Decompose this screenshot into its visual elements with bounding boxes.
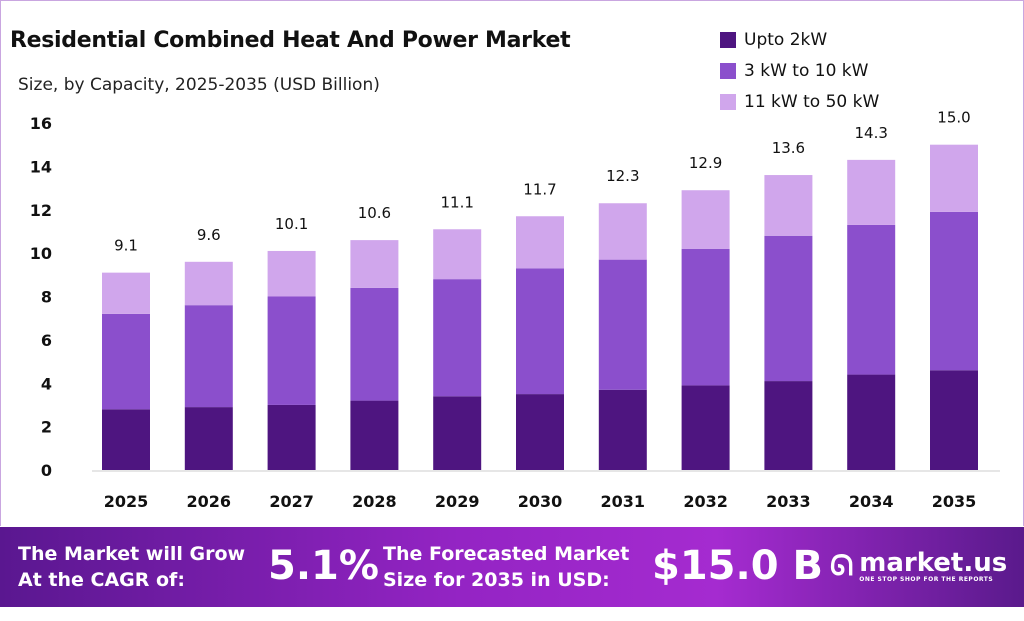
market-us-logo: ᘏ market.us ONE STOP SHOP FOR THE REPORT… bbox=[830, 549, 1007, 583]
bar-segment bbox=[930, 144, 978, 212]
chart-title: Residential Combined Heat And Power Mark… bbox=[10, 28, 571, 53]
bar-segment bbox=[350, 287, 399, 401]
bar-segment bbox=[847, 374, 896, 470]
cagr-label: The Market will Grow At the CAGR of: bbox=[18, 541, 245, 593]
legend-label: 11 kW to 50 kW bbox=[744, 91, 880, 112]
bar-segment bbox=[102, 313, 150, 410]
bar-total-label: 9.1 bbox=[114, 237, 138, 255]
legend-label: 3 kW to 10 kW bbox=[744, 60, 869, 81]
bar-total-label: 11.1 bbox=[440, 193, 473, 211]
forecast-label-line2: Size for 2035 in USD: bbox=[383, 569, 610, 591]
legend-item-upto-2kw: Upto 2kW bbox=[720, 24, 879, 55]
legend-swatch bbox=[720, 31, 736, 48]
y-tick-label: 0 bbox=[41, 461, 52, 480]
legend-item-11-50kw: 11 kW to 50 kW bbox=[720, 86, 879, 117]
logo-icon: ᘏ bbox=[830, 549, 854, 582]
legend-label: Upto 2kW bbox=[744, 29, 828, 50]
bar-segment bbox=[267, 250, 316, 297]
bar-segment bbox=[598, 203, 647, 260]
bar-segment bbox=[102, 272, 150, 314]
x-tick-label: 2030 bbox=[518, 492, 563, 511]
bar-segment bbox=[184, 407, 233, 470]
x-tick-label: 2035 bbox=[932, 492, 977, 511]
bar-segment bbox=[433, 229, 482, 280]
bar-total-label: 12.9 bbox=[689, 154, 722, 172]
cagr-label-line2: At the CAGR of: bbox=[18, 569, 185, 591]
bar-segment bbox=[267, 296, 316, 405]
cagr-value: 5.1% bbox=[268, 543, 379, 589]
chart-subtitle: Size, by Capacity, 2025-2035 (USD Billio… bbox=[18, 75, 380, 95]
y-tick-label: 12 bbox=[30, 201, 52, 220]
bar-segment bbox=[764, 381, 813, 470]
bar-segment bbox=[102, 409, 150, 470]
legend-swatch bbox=[720, 62, 736, 79]
summary-banner: The Market will Grow At the CAGR of: 5.1… bbox=[0, 527, 1024, 607]
bar-total-label: 10.6 bbox=[358, 204, 391, 222]
legend-item-3-10kw: 3 kW to 10 kW bbox=[720, 55, 879, 86]
logo-name: market.us bbox=[859, 547, 1008, 578]
bar-segment bbox=[516, 268, 564, 395]
bar-segment bbox=[598, 259, 647, 390]
bar-segment bbox=[847, 159, 896, 225]
logo-tagline: ONE STOP SHOP FOR THE REPORTS bbox=[859, 575, 994, 583]
bar-segment bbox=[681, 248, 730, 386]
bar-total-label: 14.3 bbox=[854, 124, 887, 142]
x-tick-label: 2026 bbox=[187, 492, 232, 511]
cagr-label-line1: The Market will Grow bbox=[18, 543, 246, 565]
legend-swatch bbox=[720, 93, 736, 110]
bar-segment bbox=[350, 400, 399, 470]
bar-segment bbox=[350, 240, 399, 288]
bar-total-label: 10.1 bbox=[275, 215, 308, 233]
y-tick-label: 2 bbox=[41, 418, 52, 437]
bar-segment bbox=[433, 279, 482, 397]
legend: Upto 2kW 3 kW to 10 kW 11 kW to 50 kW bbox=[720, 24, 879, 117]
x-tick-label: 2029 bbox=[435, 492, 480, 511]
bar-segment bbox=[930, 211, 978, 371]
y-tick-label: 6 bbox=[41, 331, 52, 350]
bar-segment bbox=[267, 404, 316, 470]
x-tick-label: 2033 bbox=[766, 492, 811, 511]
y-tick-label: 4 bbox=[41, 374, 52, 393]
forecast-label: The Forecasted Market Size for 2035 in U… bbox=[383, 541, 629, 593]
bar-segment bbox=[516, 216, 564, 269]
bar-segment bbox=[433, 396, 482, 470]
bar-total-label: 13.6 bbox=[772, 139, 805, 157]
bar-total-label: 15.0 bbox=[937, 109, 970, 127]
y-tick-label: 8 bbox=[41, 288, 52, 307]
y-tick-label: 14 bbox=[30, 157, 52, 176]
forecast-label-line1: The Forecasted Market bbox=[383, 543, 630, 565]
bar-segment bbox=[681, 190, 730, 249]
bar-segment bbox=[516, 394, 564, 470]
x-tick-label: 2032 bbox=[683, 492, 728, 511]
bar-segment bbox=[764, 175, 813, 236]
bar-segment bbox=[184, 305, 233, 408]
y-tick-label: 10 bbox=[30, 244, 52, 263]
bar-segment bbox=[764, 235, 813, 382]
forecast-value: $15.0 B bbox=[652, 543, 823, 589]
bar-segment bbox=[847, 224, 896, 375]
bar-total-label: 11.7 bbox=[523, 180, 556, 198]
bar-total-label: 12.3 bbox=[606, 167, 639, 185]
bar-total-label: 9.6 bbox=[197, 226, 221, 244]
x-tick-label: 2031 bbox=[601, 492, 646, 511]
x-tick-label: 2025 bbox=[104, 492, 149, 511]
x-tick-label: 2028 bbox=[352, 492, 397, 511]
x-tick-label: 2034 bbox=[849, 492, 894, 511]
bar-segment bbox=[598, 389, 647, 470]
x-tick-label: 2027 bbox=[269, 492, 314, 511]
y-tick-label: 16 bbox=[30, 114, 52, 133]
bar-segment bbox=[930, 370, 978, 470]
bar-segment bbox=[681, 385, 730, 470]
stacked-bar-chart: 0 2 4 6 8 10 12 14 16 9.1 2025 9.6 2026 10.1 2027 10.6 2… bbox=[30, 109, 1000, 511]
bar-segment bbox=[184, 261, 233, 306]
